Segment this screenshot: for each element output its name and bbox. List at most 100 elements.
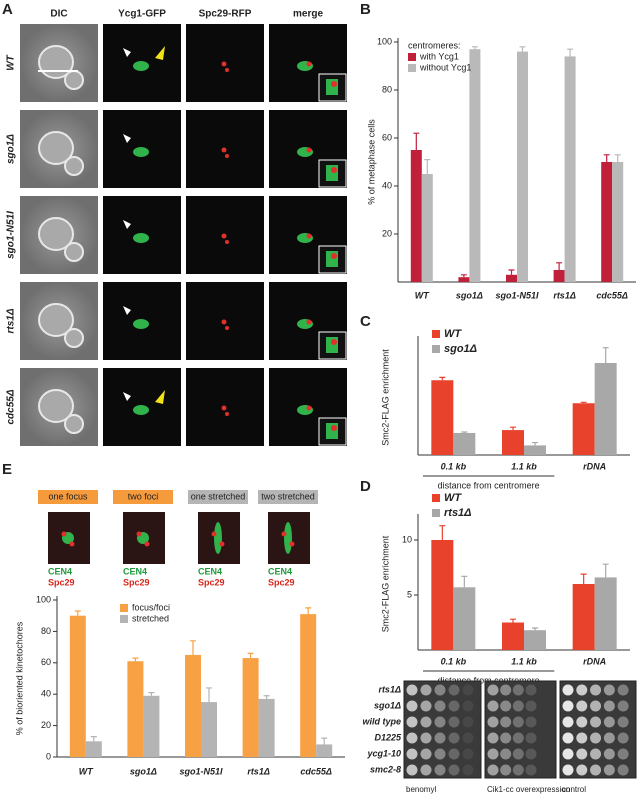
y-tick-label: 20	[382, 228, 392, 238]
bar	[316, 744, 333, 757]
spot	[434, 748, 446, 760]
spot	[406, 684, 418, 696]
x-tick-label: cdc55Δ	[300, 766, 332, 776]
merge-rfp	[306, 233, 312, 239]
cen4-signal	[284, 522, 292, 554]
spot	[512, 716, 524, 728]
spot	[512, 732, 524, 744]
arrowhead	[123, 220, 131, 229]
cell	[64, 328, 84, 348]
spot	[562, 700, 574, 712]
gfp-signal	[133, 319, 149, 329]
y-axis-label: Smc2-FLAG enrichment	[380, 349, 390, 446]
legend-label: WT	[444, 492, 462, 504]
spot	[406, 764, 418, 776]
spot	[576, 748, 588, 760]
spc29-signal	[281, 531, 287, 537]
x-tick-label: sgo1Δ	[456, 290, 483, 300]
spot	[525, 732, 537, 744]
error-bar	[519, 46, 526, 52]
spot	[617, 764, 629, 776]
tag	[38, 490, 98, 504]
panel-label: B	[360, 1, 371, 18]
bar	[524, 630, 546, 650]
error-bar	[556, 262, 563, 270]
bar	[553, 270, 565, 282]
spot	[617, 716, 629, 728]
error-bar	[567, 48, 574, 57]
tag	[188, 490, 248, 504]
cell	[64, 70, 84, 90]
spot	[512, 700, 524, 712]
x-tick-label: rts1Δ	[553, 290, 576, 300]
spot	[590, 700, 602, 712]
y-tick-label: 100	[377, 36, 392, 46]
plate	[559, 680, 637, 779]
rfp-signal	[221, 233, 227, 239]
spot	[500, 700, 512, 712]
spot	[420, 764, 432, 776]
spot	[462, 684, 474, 696]
gfp-signal	[133, 233, 149, 243]
x-tick-label: WT	[415, 290, 430, 300]
strain-label: D1225	[374, 732, 402, 742]
error-bar	[580, 573, 587, 584]
legend-swatch	[120, 615, 128, 623]
spot	[603, 748, 615, 760]
bar	[469, 49, 481, 283]
legend-swatch	[408, 64, 416, 72]
plate	[403, 680, 482, 779]
spot	[525, 716, 537, 728]
error-bar	[247, 652, 254, 659]
panel-label: E	[2, 461, 12, 478]
legend-swatch	[408, 53, 416, 61]
error-bar	[148, 692, 155, 696]
rfp-signal	[225, 240, 229, 244]
column-header: Spc29-RFP	[199, 9, 252, 20]
spot	[576, 716, 588, 728]
bar	[601, 162, 613, 282]
inset-rfp	[331, 167, 337, 173]
plate	[484, 680, 557, 779]
bar	[410, 150, 422, 282]
panel-label: C	[360, 313, 371, 330]
bar	[594, 363, 617, 455]
spot	[590, 716, 602, 728]
spot	[512, 684, 524, 696]
bar	[185, 654, 201, 757]
cell	[64, 414, 84, 434]
tag	[113, 490, 173, 504]
arrowhead	[123, 392, 131, 401]
strain-label: wild type	[362, 716, 401, 726]
spot	[462, 748, 474, 760]
column-header: merge	[293, 9, 323, 20]
spot	[603, 684, 615, 696]
spot	[487, 716, 499, 728]
bar	[431, 540, 454, 650]
spot	[562, 716, 574, 728]
spot	[603, 764, 615, 776]
legend-swatch	[432, 330, 440, 338]
error-bar	[532, 627, 538, 631]
spot	[487, 748, 499, 760]
spc29-signal	[69, 541, 75, 547]
error-bar	[132, 657, 139, 662]
arrowhead	[123, 306, 131, 315]
x-tick-label: 0.1 kb	[441, 656, 467, 666]
spot	[590, 732, 602, 744]
spot	[603, 732, 615, 744]
cell	[38, 389, 74, 423]
strain-label: sgo1Δ	[374, 700, 401, 710]
spot	[525, 700, 537, 712]
bar	[517, 51, 528, 282]
y-tick-label: 80	[382, 84, 392, 94]
spot	[434, 764, 446, 776]
legend-label: without Ycg1	[419, 62, 471, 72]
x-tick-label: sgo1Δ	[130, 766, 157, 776]
spot	[434, 684, 446, 696]
legend-label: stretched	[132, 613, 169, 623]
legend-label: focus/foci	[132, 602, 170, 612]
inset-signal	[326, 165, 338, 181]
y-tick-label: 5	[407, 589, 412, 599]
legend-swatch	[432, 494, 440, 502]
